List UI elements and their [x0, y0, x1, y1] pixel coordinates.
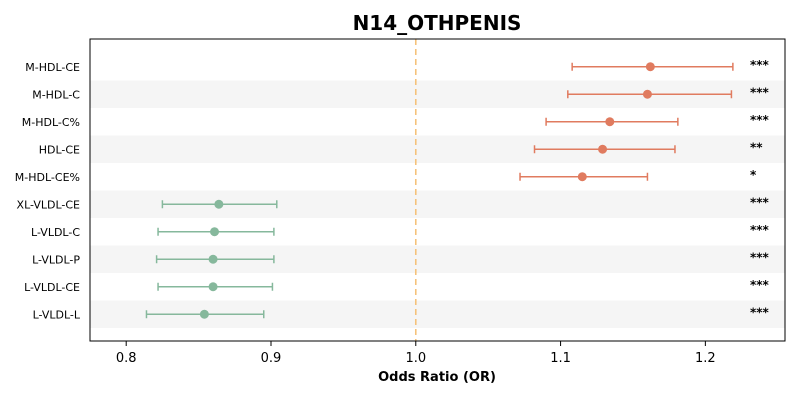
significance-label: *** [750, 305, 770, 319]
row-label: M-HDL-CE [25, 61, 80, 74]
plot-frame [89, 38, 786, 342]
x-tick-label: 0.8 [116, 351, 137, 366]
row-labels: M-HDL-CE M-HDL-C M-HDL-C% HDL-CE M-HDL-CE% XL… [15, 61, 81, 322]
odds-ratio-point [210, 227, 220, 237]
significance-label: *** [750, 223, 770, 237]
odds-ratio-point [645, 62, 655, 72]
odds-ratio-point [642, 89, 652, 99]
x-tick-label: 1.1 [550, 351, 571, 366]
significance-label: *** [750, 195, 770, 209]
row-label: M-HDL-C% [22, 116, 80, 129]
row-label: XL-VLDL-CE [17, 198, 81, 211]
significance-label: *** [750, 250, 770, 264]
significance-label: * [750, 168, 757, 182]
chart-title: N14_OTHPENIS [353, 11, 522, 35]
significance-label: ** [750, 140, 763, 154]
significance-label: *** [750, 113, 770, 127]
row-label: HDL-CE [39, 143, 80, 156]
row-label: L-VLDL-P [32, 253, 80, 266]
odds-ratio-point [605, 117, 615, 127]
odds-ratio-point [214, 199, 224, 209]
odds-ratio-point [199, 309, 209, 319]
x-tick-label: 0.9 [261, 351, 282, 366]
significance-label: *** [750, 278, 770, 292]
row-label: L-VLDL-C [31, 226, 80, 239]
data-marks [145, 62, 734, 319]
x-axis-label: Odds Ratio (OR) [378, 370, 496, 385]
odds-ratio-point [208, 254, 218, 264]
x-tick-label: 1.2 [695, 351, 716, 366]
row-band [90, 135, 785, 163]
row-label: M-HDL-CE% [15, 171, 80, 184]
odds-ratio-point [577, 172, 587, 182]
odds-ratio-point [598, 144, 608, 154]
row-label: L-VLDL-CE [24, 281, 80, 294]
x-axis-ticks: 0.8 0.9 1.0 1.1 1.2 [116, 341, 716, 366]
significance-label: *** [750, 85, 770, 99]
x-tick-label: 1.0 [405, 351, 426, 366]
significance-labels: *************************** [750, 58, 770, 320]
odds-ratio-point [208, 282, 218, 292]
row-label: M-HDL-C [32, 88, 80, 101]
row-label: L-VLDL-L [33, 308, 81, 321]
significance-label: *** [750, 58, 770, 72]
